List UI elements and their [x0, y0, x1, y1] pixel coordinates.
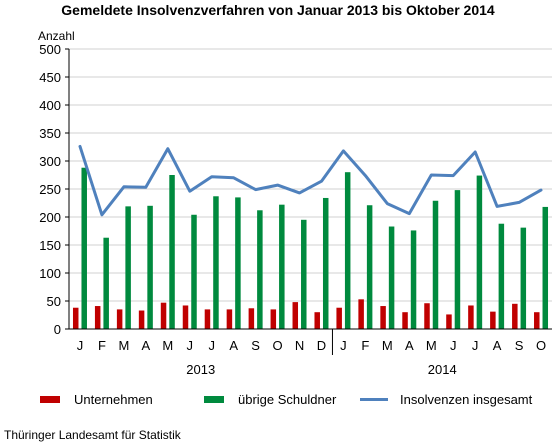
bar-unternehmen — [72, 307, 79, 329]
bar-uebrige-schuldner — [322, 197, 329, 329]
bar-unternehmen — [446, 314, 452, 329]
bar-unternehmen — [402, 312, 408, 329]
x-tick-label: O — [536, 338, 546, 353]
bar-uebrige-schuldner — [388, 226, 395, 329]
x-tick-label: A — [229, 338, 238, 353]
bar-uebrige-schuldner — [476, 175, 483, 329]
x-tick-label: M — [162, 338, 173, 353]
x-tick-label: M — [118, 338, 129, 353]
y-tick-label: 300 — [39, 154, 61, 169]
x-tick-label: M — [426, 338, 437, 353]
legend-label-uebrige-schuldner: übrige Schuldner — [238, 392, 337, 407]
bar-unternehmen — [336, 307, 342, 329]
x-tick-label: D — [317, 338, 326, 353]
bar-uebrige-schuldner — [81, 167, 87, 329]
bar-uebrige-schuldner — [498, 223, 505, 329]
year-label: 2013 — [186, 362, 215, 377]
bar-uebrige-schuldner — [169, 175, 175, 329]
bar-uebrige-schuldner — [103, 237, 109, 329]
bar-unternehmen — [160, 302, 167, 329]
bar-unternehmen — [248, 308, 255, 329]
bar-unternehmen — [138, 310, 145, 329]
x-tick-label: J — [450, 338, 457, 353]
bar-uebrige-schuldner — [191, 214, 197, 329]
bar-unternehmen — [314, 312, 320, 329]
bar-uebrige-schuldner — [410, 230, 417, 329]
bar-uebrige-schuldner — [147, 205, 153, 329]
bar-uebrige-schuldner — [344, 172, 351, 329]
bar-uebrige-schuldner — [520, 227, 527, 329]
bar-unternehmen — [116, 309, 123, 329]
bar-unternehmen — [182, 305, 189, 329]
x-tick-label: A — [493, 338, 502, 353]
bar-uebrige-schuldner — [213, 196, 219, 329]
x-tick-label: M — [382, 338, 393, 353]
x-tick-label: N — [295, 338, 304, 353]
bar-unternehmen — [204, 309, 211, 329]
y-tick-label: 100 — [39, 266, 61, 281]
chart-legend: Unternehmen übrige Schuldner Insolvenzen… — [0, 392, 556, 412]
bar-uebrige-schuldner — [125, 206, 131, 329]
legend-swatch-uebrige-schuldner — [204, 396, 224, 403]
x-tick-label: J — [340, 338, 347, 353]
legend-item-unternehmen: Unternehmen — [40, 392, 153, 407]
legend-item-insgesamt: Insolvenzen insgesamt — [360, 392, 532, 407]
y-tick-label: 500 — [39, 42, 61, 57]
bar-unternehmen — [94, 306, 101, 329]
legend-label-unternehmen: Unternehmen — [74, 392, 153, 407]
legend-label-insgesamt: Insolvenzen insgesamt — [400, 392, 533, 407]
x-tick-label: O — [273, 338, 283, 353]
y-tick-label: 450 — [39, 70, 61, 85]
legend-item-uebrige-schuldner: übrige Schuldner — [204, 392, 336, 407]
year-label: 2014 — [428, 362, 457, 377]
x-tick-label: S — [251, 338, 260, 353]
bar-unternehmen — [270, 309, 277, 329]
bar-unternehmen — [490, 311, 496, 329]
x-tick-label: F — [361, 338, 369, 353]
x-tick-label: J — [472, 338, 479, 353]
x-tick-label: A — [405, 338, 414, 353]
bar-uebrige-schuldner — [235, 197, 241, 329]
y-tick-label: 250 — [39, 182, 61, 197]
y-tick-label: 50 — [47, 294, 61, 309]
bar-unternehmen — [380, 306, 386, 329]
x-tick-label: F — [98, 338, 106, 353]
bar-uebrige-schuldner — [279, 204, 285, 329]
x-tick-label: J — [208, 338, 215, 353]
bar-unternehmen — [424, 303, 430, 329]
y-tick-label: 200 — [39, 210, 61, 225]
bar-uebrige-schuldner — [301, 219, 307, 329]
y-axis-unit: Anzahl — [38, 29, 75, 43]
source-note: Thüringer Landesamt für Statistik — [4, 428, 181, 442]
line-insolvenzen-insgesamt — [78, 144, 543, 217]
bar-unternehmen — [226, 309, 233, 329]
bar-uebrige-schuldner — [366, 205, 373, 329]
x-tick-label: A — [142, 338, 151, 353]
x-tick-label: J — [187, 338, 194, 353]
x-tick-label: J — [77, 338, 84, 353]
y-tick-label: 350 — [39, 126, 61, 141]
bar-unternehmen — [468, 305, 474, 329]
x-tick-label: S — [515, 338, 524, 353]
bar-unternehmen — [534, 312, 540, 329]
y-tick-label: 400 — [39, 98, 61, 113]
bar-uebrige-schuldner — [432, 200, 439, 329]
bar-unternehmen — [292, 302, 299, 329]
bar-uebrige-schuldner — [454, 190, 461, 329]
bar-unternehmen — [512, 303, 518, 329]
y-tick-label: 150 — [39, 238, 61, 253]
chart-title: Gemeldete Insolvenzverfahren von Januar … — [61, 2, 495, 18]
legend-swatch-insgesamt — [360, 398, 388, 401]
bar-uebrige-schuldner — [257, 210, 263, 329]
legend-swatch-unternehmen — [40, 396, 60, 403]
bar-uebrige-schuldner — [542, 206, 549, 329]
bar-unternehmen — [358, 299, 364, 329]
y-tick-label: 0 — [54, 322, 61, 337]
